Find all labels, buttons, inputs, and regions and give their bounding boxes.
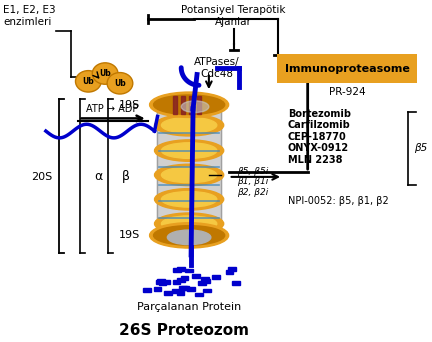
Ellipse shape: [155, 188, 224, 210]
Text: Parçalanan Protein: Parçalanan Protein: [137, 302, 241, 312]
Text: ATPases/
Cdc48: ATPases/ Cdc48: [194, 57, 240, 79]
Text: 19S: 19S: [118, 100, 140, 110]
Text: 26S Proteozom: 26S Proteozom: [119, 323, 249, 338]
Bar: [177, 267, 184, 271]
Bar: [156, 280, 164, 284]
Bar: [173, 96, 177, 114]
Bar: [181, 286, 189, 290]
Text: PR-924: PR-924: [329, 87, 365, 97]
Bar: [192, 274, 200, 278]
Text: β: β: [122, 170, 130, 183]
Bar: [143, 288, 151, 292]
Ellipse shape: [149, 223, 229, 248]
Text: α: α: [94, 170, 102, 183]
Bar: [172, 289, 180, 293]
Bar: [181, 276, 188, 280]
Bar: [197, 96, 201, 114]
Bar: [198, 281, 206, 285]
Bar: [195, 292, 203, 297]
Text: β5: β5: [414, 143, 428, 153]
Ellipse shape: [155, 164, 224, 186]
Ellipse shape: [162, 192, 217, 207]
Ellipse shape: [155, 213, 224, 234]
Text: β5, β5i
β1, β1i
β2, β2i: β5, β5i β1, β1i β2, β2i: [237, 167, 268, 197]
Bar: [202, 279, 210, 283]
Bar: [164, 291, 172, 295]
Bar: [226, 270, 233, 274]
Ellipse shape: [155, 140, 224, 161]
Bar: [158, 110, 221, 235]
Text: Ub: Ub: [114, 79, 126, 88]
Ellipse shape: [155, 115, 224, 136]
Bar: [185, 268, 193, 273]
Text: Ub: Ub: [83, 77, 94, 86]
Bar: [181, 96, 185, 114]
Bar: [201, 277, 209, 280]
Bar: [173, 268, 181, 272]
Ellipse shape: [162, 143, 217, 158]
Ellipse shape: [167, 230, 211, 245]
Bar: [189, 96, 193, 114]
FancyBboxPatch shape: [277, 54, 417, 83]
Text: E1, E2, E3
enzimleri: E1, E2, E3 enzimleri: [3, 5, 56, 27]
Bar: [232, 281, 240, 285]
Ellipse shape: [153, 226, 225, 245]
Ellipse shape: [107, 73, 133, 94]
Bar: [178, 278, 185, 282]
Bar: [172, 280, 181, 284]
Bar: [154, 287, 162, 291]
Text: Bortezomib
Carfilzomib
CEP-18770
ONYX-0912
MLN 2238: Bortezomib Carfilzomib CEP-18770 ONYX-09…: [288, 109, 351, 165]
Ellipse shape: [76, 70, 101, 92]
Text: Ub: Ub: [99, 69, 111, 78]
Text: Potansiyel Terapötik
Ajanlar: Potansiyel Terapötik Ajanlar: [181, 5, 286, 27]
Ellipse shape: [162, 216, 217, 232]
Bar: [162, 280, 170, 284]
Bar: [187, 287, 195, 291]
Ellipse shape: [162, 167, 217, 183]
Ellipse shape: [92, 63, 118, 84]
Bar: [228, 267, 236, 271]
Ellipse shape: [181, 101, 209, 113]
Text: 20S: 20S: [32, 172, 53, 182]
Ellipse shape: [149, 92, 229, 117]
Text: NPI-0052: β5, β1, β2: NPI-0052: β5, β1, β2: [288, 196, 389, 206]
Ellipse shape: [162, 117, 217, 133]
Bar: [157, 279, 165, 283]
Text: ATP → ADP: ATP → ADP: [86, 104, 138, 114]
Text: Immunoproteasome: Immunoproteasome: [285, 64, 410, 74]
Bar: [179, 286, 187, 290]
Bar: [177, 291, 184, 295]
Bar: [203, 289, 211, 292]
Bar: [212, 275, 219, 279]
Bar: [159, 281, 166, 286]
Text: 19S: 19S: [118, 231, 140, 240]
Ellipse shape: [153, 95, 225, 115]
